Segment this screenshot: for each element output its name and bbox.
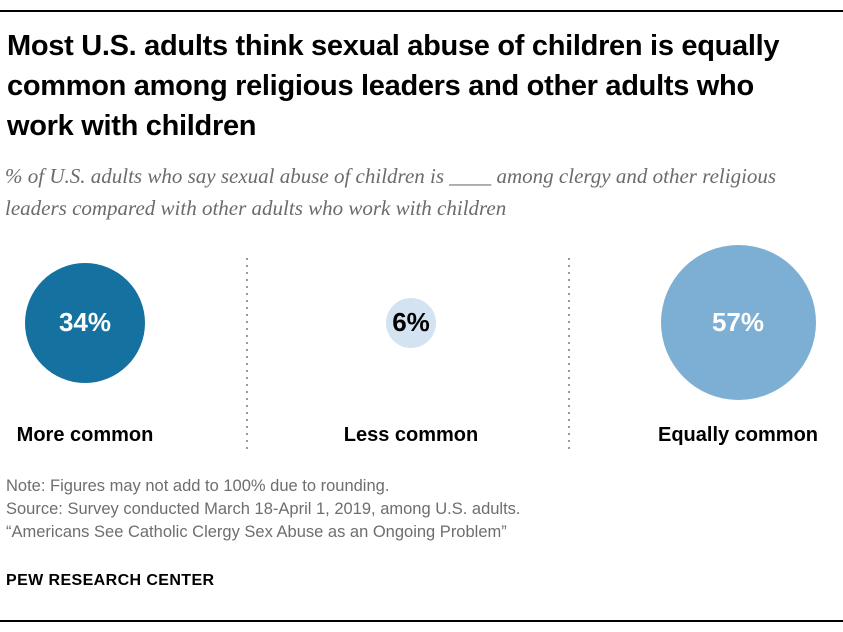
- top-border: [0, 10, 843, 12]
- value-label: 34%: [58, 307, 112, 337]
- source-line: Source: Survey conducted March 18-April …: [6, 500, 521, 518]
- brand-pew-research-center: PEW RESEARCH CENTER: [6, 572, 215, 589]
- dotted-divider-icon: [246, 258, 248, 450]
- chart-column-less-common: 6% Less common: [326, 245, 496, 447]
- category-label-more-common: More common: [16, 424, 154, 446]
- category-label-less-common: Less common: [343, 424, 479, 446]
- bubble-equally-common: 57%: [660, 245, 816, 400]
- value-label: 57%: [711, 307, 765, 337]
- bubble-wrapper: 57%: [660, 245, 816, 400]
- chart-column-equally-common: 57% Equally common: [651, 245, 825, 447]
- chart-column-more-common: 34% More common: [0, 245, 170, 447]
- bottom-border: [0, 620, 843, 622]
- note-line: Note: Figures may not add to 100% due to…: [6, 477, 390, 495]
- dotted-divider-icon: [568, 258, 570, 450]
- category-label-equally-common: Equally common: [657, 424, 819, 446]
- bubble-less-common: 6%: [386, 297, 436, 348]
- bubble-wrapper: 6%: [386, 245, 436, 400]
- page-title: Most U.S. adults think sexual abuse of c…: [7, 30, 780, 142]
- footnotes: Note: Figures may not add to 100% due to…: [6, 475, 826, 544]
- bubble-more-common: 34%: [25, 262, 145, 383]
- value-label: 6%: [392, 307, 430, 337]
- bubble-wrapper: 34%: [25, 245, 145, 400]
- report-title-line: “Americans See Catholic Clergy Sex Abuse…: [6, 523, 507, 541]
- chart-subtitle: % of U.S. adults who say sexual abuse of…: [5, 164, 777, 220]
- bubble-chart: 34% More common 6% Less common 57% Equal…: [0, 245, 843, 460]
